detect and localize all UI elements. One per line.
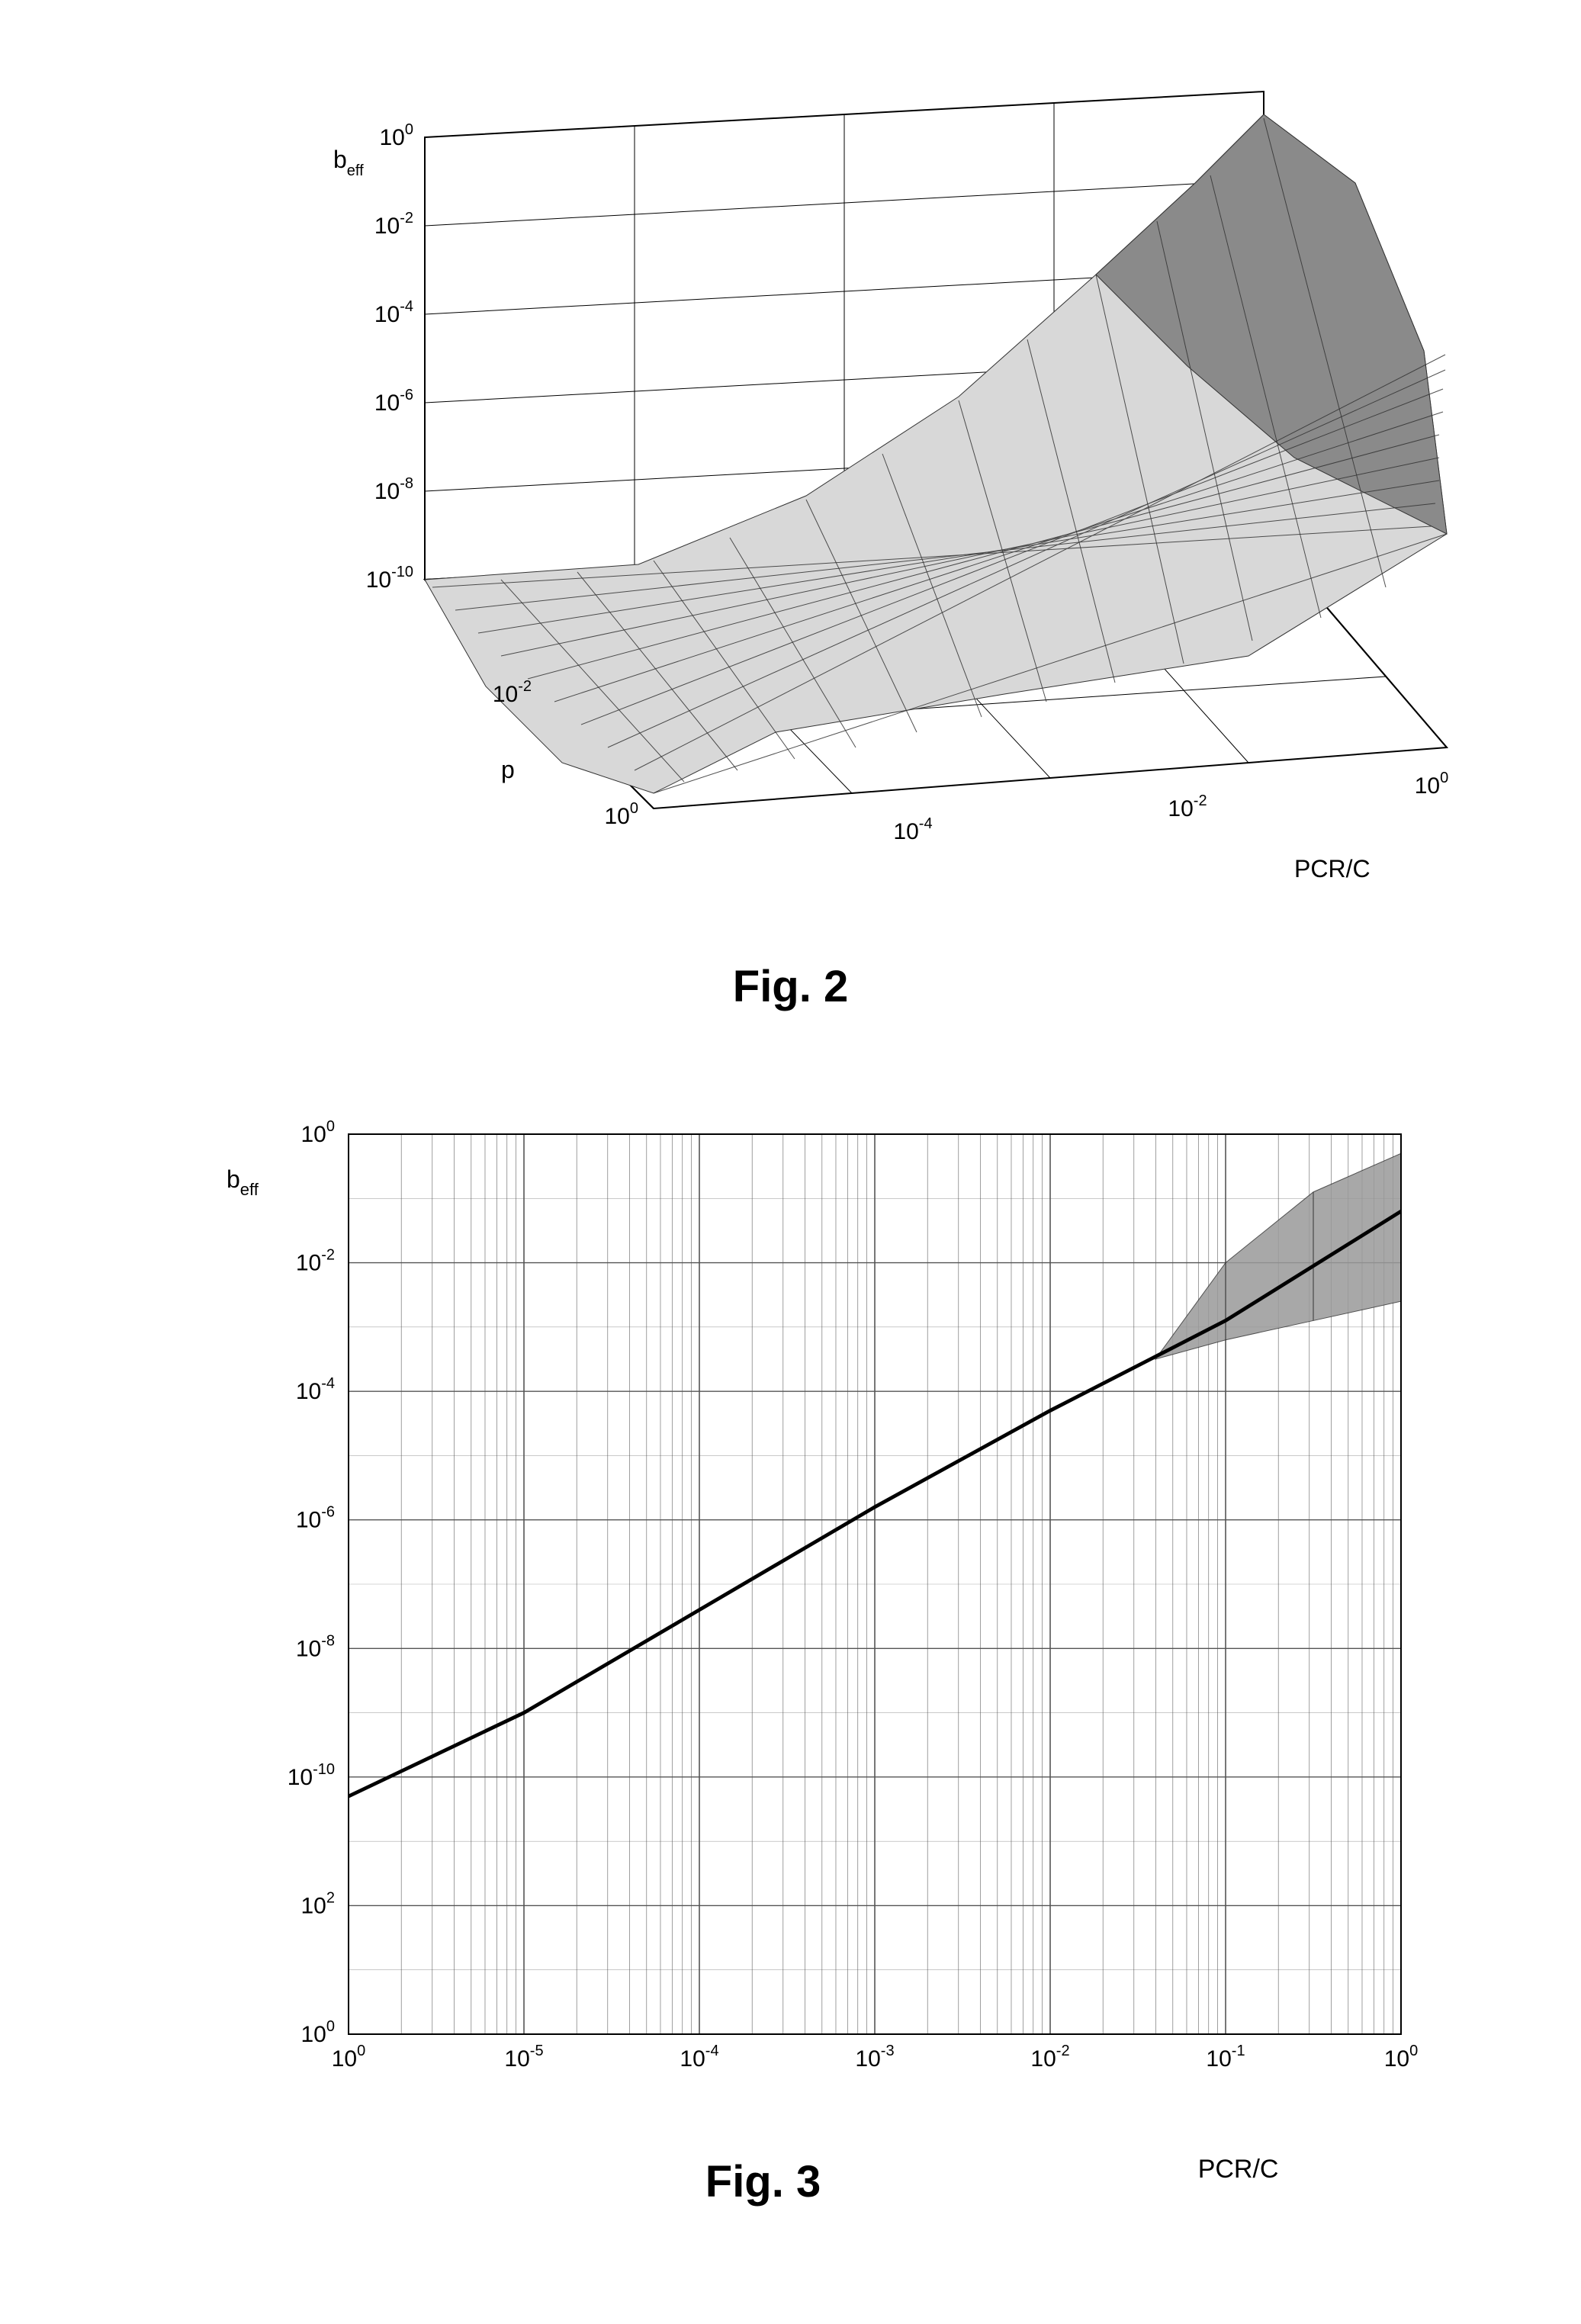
- svg-text:10-5: 10-5: [504, 2043, 543, 2072]
- fig3-plot: 100 10-2 10-4 10-6 10-8 10-10 102 100 beff 100 10-…: [104, 1073, 1477, 2141]
- fig2-plot: 100 10-2 10-4 10-6 10-8 10-10 beff 10-2 …: [104, 31, 1477, 946]
- svg-text:100: 100: [604, 800, 638, 829]
- figure-2: 100 10-2 10-4 10-6 10-8 10-10 beff 10-2 …: [104, 31, 1477, 1012]
- svg-text:10-4: 10-4: [374, 298, 413, 327]
- svg-text:10-2: 10-2: [1168, 792, 1207, 821]
- svg-text:10-4: 10-4: [893, 815, 932, 844]
- fig2-y-title: p: [501, 756, 515, 783]
- fig3-caption: Fig. 3: [352, 2156, 1175, 2207]
- svg-text:100: 100: [300, 1118, 335, 1147]
- svg-text:10-4: 10-4: [680, 2043, 718, 2072]
- fig2-z-title: beff: [333, 146, 364, 179]
- svg-text:10-6: 10-6: [295, 1504, 334, 1533]
- svg-text:100: 100: [331, 2043, 365, 2072]
- fig2-caption: Fig. 2: [104, 961, 1477, 1012]
- svg-text:10-10: 10-10: [287, 1761, 334, 1790]
- svg-text:10-4: 10-4: [295, 1375, 334, 1404]
- svg-text:100: 100: [1414, 770, 1448, 799]
- svg-text:100: 100: [1383, 2043, 1418, 2072]
- svg-text:100: 100: [379, 121, 413, 150]
- svg-text:beff: beff: [227, 1165, 259, 1199]
- svg-text:10-2: 10-2: [295, 1247, 334, 1276]
- figure-3: 100 10-2 10-4 10-6 10-8 10-10 102 100 beff 100 10-…: [104, 1073, 1477, 2207]
- fig3-x-title: PCR/C: [1198, 2155, 1279, 2184]
- svg-text:10-6: 10-6: [374, 387, 413, 416]
- svg-text:10-8: 10-8: [295, 1632, 334, 1661]
- svg-text:10-8: 10-8: [374, 475, 413, 504]
- svg-text:10-10: 10-10: [365, 564, 413, 593]
- fig2-x-title: PCR/C: [1294, 855, 1371, 882]
- svg-text:100: 100: [300, 2018, 335, 2047]
- svg-text:10-3: 10-3: [855, 2043, 894, 2072]
- svg-text:102: 102: [300, 1889, 335, 1918]
- svg-text:10-2: 10-2: [1030, 2043, 1069, 2072]
- svg-text:10-2: 10-2: [374, 210, 413, 239]
- svg-text:10-1: 10-1: [1206, 2043, 1245, 2072]
